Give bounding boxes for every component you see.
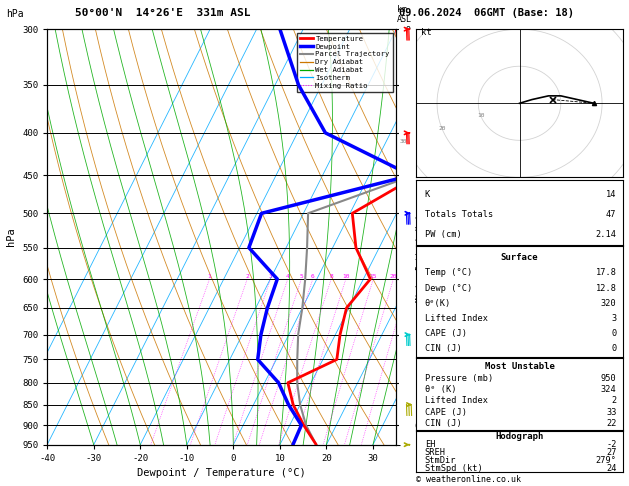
Legend: Temperature, Dewpoint, Parcel Trajectory, Dry Adiabat, Wet Adiabat, Isotherm, Mi: Temperature, Dewpoint, Parcel Trajectory… (297, 33, 392, 92)
Text: 20: 20 (438, 126, 446, 131)
Y-axis label: hPa: hPa (6, 227, 16, 246)
Text: 0: 0 (611, 329, 616, 338)
Text: 24: 24 (606, 464, 616, 472)
Text: © weatheronline.co.uk: © weatheronline.co.uk (416, 475, 521, 484)
Text: kt: kt (421, 28, 431, 37)
Text: 10: 10 (477, 113, 484, 119)
Text: θᵉ (K): θᵉ (K) (425, 385, 456, 394)
Text: 47: 47 (606, 210, 616, 219)
Text: 3: 3 (611, 314, 616, 323)
Text: Pressure (mb): Pressure (mb) (425, 374, 493, 382)
Text: 324: 324 (601, 385, 616, 394)
Text: 12.8: 12.8 (596, 284, 616, 293)
Text: 4: 4 (286, 274, 289, 279)
Text: Most Unstable: Most Unstable (484, 362, 555, 371)
Text: Surface: Surface (501, 253, 538, 262)
Text: 15: 15 (369, 274, 377, 279)
Text: Temp (°C): Temp (°C) (425, 268, 472, 278)
Text: CAPE (J): CAPE (J) (425, 408, 467, 417)
Text: 17.8: 17.8 (596, 268, 616, 278)
Text: StmSpd (kt): StmSpd (kt) (425, 464, 482, 472)
Text: 30: 30 (399, 139, 407, 144)
Text: 3: 3 (269, 274, 272, 279)
Text: SREH: SREH (425, 448, 446, 457)
Text: 50°00'N  14°26'E  331m ASL: 50°00'N 14°26'E 331m ASL (75, 8, 251, 17)
Text: CAPE (J): CAPE (J) (425, 329, 467, 338)
Text: km
ASL: km ASL (397, 5, 412, 24)
Text: 0: 0 (611, 345, 616, 353)
Text: Lifted Index: Lifted Index (425, 397, 487, 405)
Text: 10: 10 (342, 274, 350, 279)
Text: hPa: hPa (6, 9, 24, 19)
Text: 1: 1 (208, 274, 211, 279)
Text: 950: 950 (601, 374, 616, 382)
Text: 2: 2 (611, 397, 616, 405)
Text: EH: EH (425, 440, 435, 449)
Text: 22: 22 (606, 419, 616, 428)
Text: θᵉ(K): θᵉ(K) (425, 299, 451, 308)
Text: 14: 14 (606, 190, 616, 199)
Text: 20: 20 (389, 274, 397, 279)
Text: -2: -2 (606, 440, 616, 449)
Text: Hodograph: Hodograph (496, 433, 543, 441)
Text: 320: 320 (601, 299, 616, 308)
X-axis label: Dewpoint / Temperature (°C): Dewpoint / Temperature (°C) (137, 469, 306, 478)
Text: StmDir: StmDir (425, 456, 456, 465)
Text: Lifted Index: Lifted Index (425, 314, 487, 323)
Text: 2.14: 2.14 (596, 230, 616, 239)
Text: CIN (J): CIN (J) (425, 419, 462, 428)
Text: 09.06.2024  06GMT (Base: 18): 09.06.2024 06GMT (Base: 18) (399, 8, 574, 17)
Text: 279°: 279° (596, 456, 616, 465)
Text: 5: 5 (299, 274, 303, 279)
Text: 33: 33 (606, 408, 616, 417)
Text: 2: 2 (245, 274, 249, 279)
Text: PW (cm): PW (cm) (425, 230, 462, 239)
Text: Dewp (°C): Dewp (°C) (425, 284, 472, 293)
Text: 6: 6 (311, 274, 314, 279)
Text: Totals Totals: Totals Totals (425, 210, 493, 219)
Text: Mixing Ratio (g/kg): Mixing Ratio (g/kg) (416, 214, 425, 302)
Text: K: K (425, 190, 430, 199)
Text: 27: 27 (606, 448, 616, 457)
Text: 8: 8 (330, 274, 333, 279)
Text: CIN (J): CIN (J) (425, 345, 462, 353)
